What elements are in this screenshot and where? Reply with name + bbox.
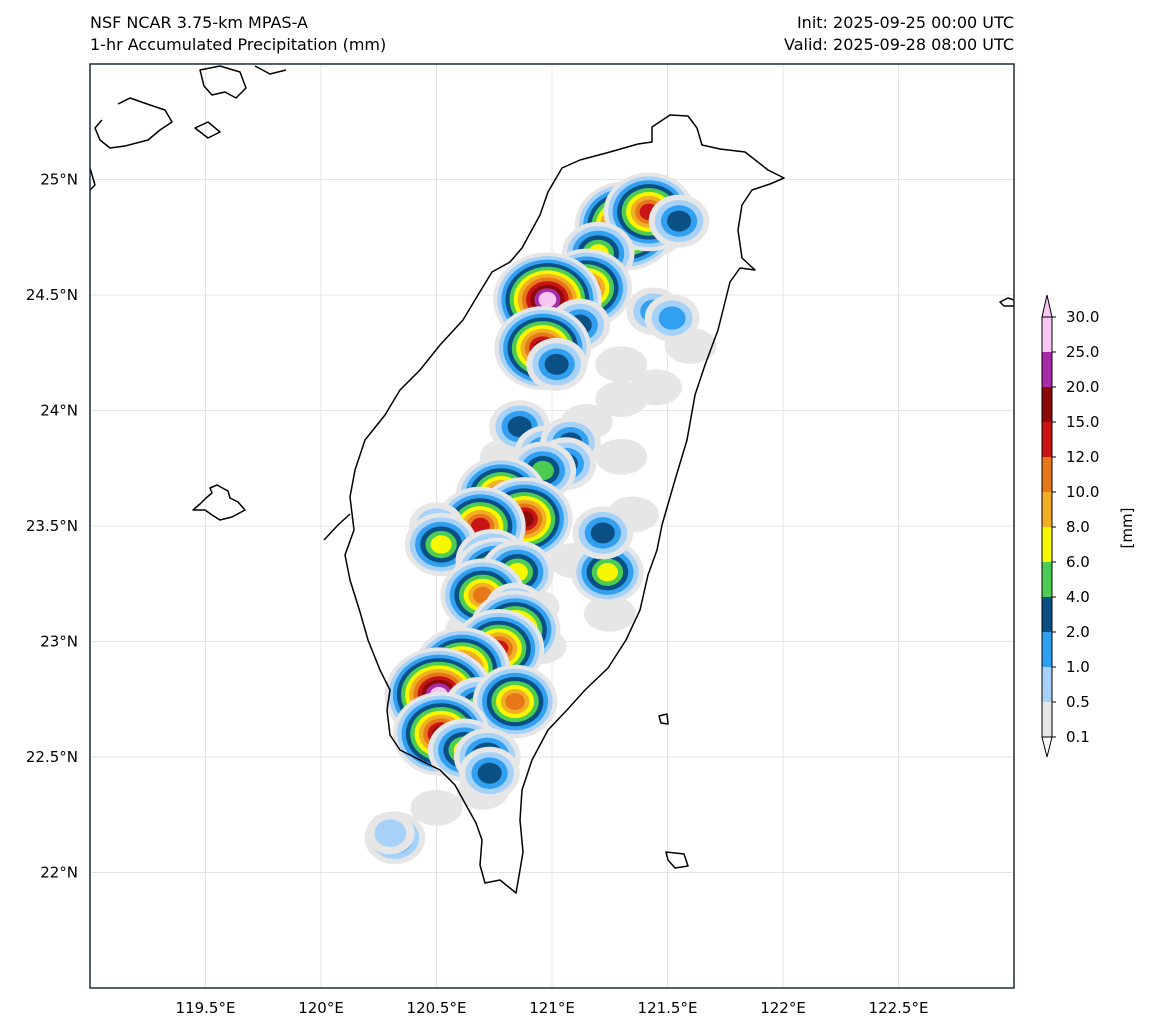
colorbar-level-label: 4.0 — [1066, 588, 1090, 606]
colorbar-extend-min — [1041, 736, 1053, 758]
light-rain-patch — [583, 595, 636, 632]
china-coast-inlet — [254, 65, 287, 75]
longitude-labels: 119.5°E 120°E 120.5°E 121°E 121.5°E 122°E 122.… — [176, 999, 929, 1017]
colorbar-swatch — [1042, 387, 1052, 422]
colorbar-unit-label: [mm] — [1118, 508, 1136, 549]
colorbar-level-label: 2.0 — [1066, 623, 1090, 641]
title-right: Init: 2025-09-25 00:00 UTC Valid: 2025-0… — [784, 12, 1014, 56]
precip-contour — [538, 291, 557, 308]
lat-tick-label: 24°N — [40, 402, 78, 420]
taiwan-coastline — [344, 114, 785, 894]
model-title: NSF NCAR 3.75-km MPAS-A — [90, 13, 308, 32]
colorbar-swatch — [1042, 667, 1052, 702]
colorbar-level-label: 0.1 — [1066, 728, 1090, 746]
precip-cell — [459, 746, 520, 800]
precip-cell — [404, 512, 478, 577]
lat-tick-label: 23.5°N — [26, 517, 78, 535]
precip-contour — [596, 563, 618, 582]
precip-cell — [648, 194, 710, 248]
precip-cell — [571, 540, 644, 604]
colorbar-level-label: 1.0 — [1066, 658, 1090, 676]
lat-tick-label: 24.5°N — [26, 286, 78, 304]
colorbar-swatch — [1042, 457, 1052, 492]
yonaguni-edge — [999, 297, 1014, 307]
lon-tick-label: 122.5°E — [869, 999, 929, 1017]
colorbar-swatch — [1042, 352, 1052, 387]
colorbar-swatch — [1042, 597, 1052, 632]
colorbar-level-label: 10.0 — [1066, 483, 1099, 501]
lat-tick-label: 23°N — [40, 633, 78, 651]
lon-tick-label: 120.5°E — [407, 999, 467, 1017]
orchid-island — [665, 851, 689, 869]
precip-contour — [658, 306, 686, 330]
colorbar-extend-max — [1041, 294, 1053, 318]
precip-contour — [477, 762, 502, 784]
colorbar-swatch — [1042, 317, 1052, 352]
china-edge — [90, 167, 96, 191]
green-island — [658, 713, 669, 725]
lat-tick-label: 22.5°N — [26, 748, 78, 766]
coastal-line — [323, 513, 351, 541]
lon-tick-label: 121°E — [529, 999, 575, 1017]
colorbar: 0.1 0.5 1.0 2.0 4.0 6.0 8.0 10.0 12.0 15.0 20.0 25.… — [1041, 294, 1099, 758]
light-rain-patch — [595, 380, 648, 417]
precip-contour — [430, 535, 452, 554]
lon-tick-label: 119.5°E — [176, 999, 236, 1017]
colorbar-level-label: 30.0 — [1066, 308, 1099, 326]
lon-tick-label: 122°E — [760, 999, 806, 1017]
precipitation-layer — [364, 172, 710, 865]
light-rain-patch — [410, 789, 463, 826]
field-title: 1-hr Accumulated Precipitation (mm) — [90, 35, 387, 54]
colorbar-level-label: 8.0 — [1066, 518, 1090, 536]
colorbar-level-label: 20.0 — [1066, 378, 1099, 396]
lat-tick-label: 25°N — [40, 171, 78, 189]
colorbar-swatch — [1042, 632, 1052, 667]
colorbar-level-label: 25.0 — [1066, 343, 1099, 361]
precip-cell — [526, 337, 587, 391]
precip-cell — [365, 812, 415, 855]
colorbar-swatch — [1042, 492, 1052, 527]
penghu-islands — [192, 484, 246, 521]
title-left: NSF NCAR 3.75-km MPAS-A 1-hr Accumulated… — [90, 12, 386, 56]
colorbar-swatch — [1042, 562, 1052, 597]
precip-contour — [505, 693, 525, 711]
precip-contour — [666, 210, 692, 232]
precip-contour — [590, 522, 615, 544]
light-rain-patch — [595, 438, 648, 475]
valid-time: Valid: 2025-09-28 08:00 UTC — [783, 35, 1014, 54]
colorbar-level-label: 0.5 — [1066, 693, 1090, 711]
coastlines — [90, 65, 1014, 894]
latitude-labels: 25°N 24.5°N 24°N 23.5°N 23°N 22.5°N 22°N — [26, 171, 78, 882]
china-islet — [194, 121, 221, 139]
lon-tick-label: 120°E — [298, 999, 344, 1017]
precip-cell — [572, 506, 634, 560]
china-coast — [94, 97, 173, 149]
colorbar-swatch — [1042, 422, 1052, 457]
colorbar-level-label: 6.0 — [1066, 553, 1090, 571]
colorbar-level-label: 12.0 — [1066, 448, 1099, 466]
init-time: Init: 2025-09-25 00:00 UTC — [796, 13, 1014, 32]
map-border — [89, 63, 1015, 989]
light-rain-patch — [595, 346, 648, 383]
precip-contour — [544, 353, 569, 375]
china-coast-north — [199, 65, 247, 99]
precip-cell — [472, 664, 558, 739]
colorbar-swatch — [1042, 702, 1052, 737]
lat-tick-label: 22°N — [40, 864, 78, 882]
precip-cell — [644, 294, 700, 342]
colorbar-swatch — [1042, 527, 1052, 562]
colorbar-level-label: 15.0 — [1066, 413, 1099, 431]
lon-tick-label: 121.5°E — [638, 999, 698, 1017]
precip-contour — [374, 819, 407, 848]
